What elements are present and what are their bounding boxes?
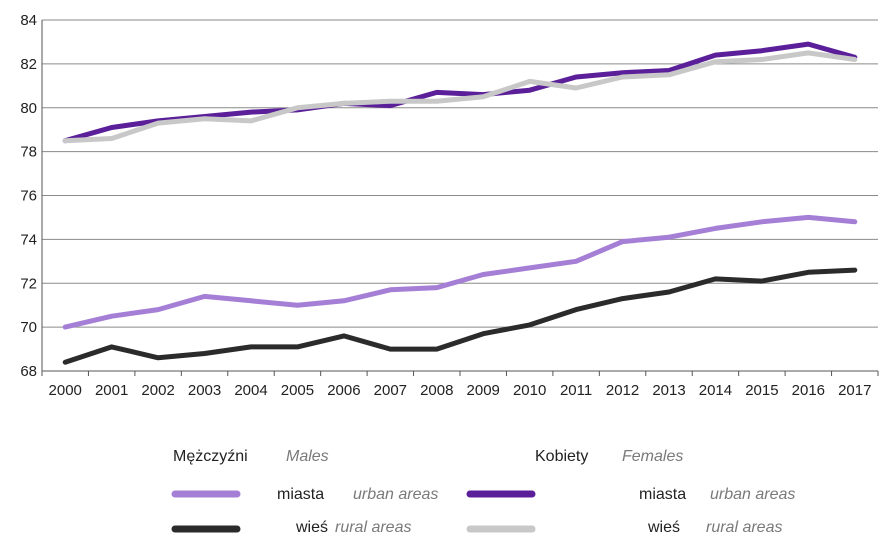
legend-males-rural-label: wieś	[295, 519, 328, 536]
x-tick-label: 2002	[141, 382, 174, 399]
legend-females-sub: Females	[622, 448, 683, 465]
x-tick-label: 2017	[838, 382, 871, 399]
x-tick-label: 2016	[792, 382, 825, 399]
legend-males-urban-sub: urban areas	[353, 486, 438, 503]
legend-males-label: Mężczyźni	[173, 448, 248, 465]
y-tick-label: 76	[20, 188, 37, 205]
y-tick-label: 74	[20, 231, 37, 248]
series-lines	[62, 41, 858, 365]
x-tick-label: 2011	[560, 382, 592, 399]
y-tick-label: 78	[20, 144, 37, 161]
x-tick-label: 2009	[467, 382, 500, 399]
legend-females-rural-label: wieś	[647, 519, 680, 536]
x-tick-label: 2007	[374, 382, 407, 399]
x-tick-label: 2015	[745, 382, 778, 399]
x-tick-label: 2003	[188, 382, 221, 399]
x-tick-label: 2001	[95, 382, 128, 399]
legend-females-rural-sub: rural areas	[706, 519, 782, 536]
legend-females-urban-sub: urban areas	[710, 486, 795, 503]
x-tick-label: 2012	[606, 382, 639, 399]
x-tick-label: 2008	[420, 382, 453, 399]
legend-females-urban-label: miasta	[639, 486, 686, 503]
axes	[41, 20, 879, 376]
x-tick-labels: 2000 2001 2002 2003 2004 2005 2006 2007 2008 2009…	[49, 382, 872, 399]
series-line-2	[62, 214, 858, 330]
series-line-1	[62, 50, 858, 144]
series-line-3	[62, 267, 858, 365]
x-tick-label: 2005	[281, 382, 314, 399]
y-tick-label: 70	[20, 319, 37, 336]
y-tick-label: 80	[20, 100, 37, 117]
y-tick-label: 72	[20, 275, 37, 292]
x-tick-label: 2006	[327, 382, 360, 399]
legend-males-urban-label: miasta	[277, 486, 324, 503]
y-tick-label: 84	[20, 12, 37, 29]
x-tick-label: 2004	[234, 382, 267, 399]
y-tick-labels: 68 70 72 74 76 78 80 82 84	[20, 12, 37, 380]
legend-females-label: Kobiety	[535, 448, 588, 465]
x-tick-label: 2010	[513, 382, 546, 399]
x-tick-label: 2014	[699, 382, 732, 399]
y-tick-label: 82	[20, 56, 37, 73]
y-tick-label: 68	[20, 363, 37, 380]
x-tick-label: 2013	[652, 382, 685, 399]
legend-males-rural-sub: rural areas	[335, 519, 411, 536]
x-tick-label: 2000	[49, 382, 82, 399]
legend: Mężczyźni Males Kobiety Females miasta u…	[171, 448, 795, 536]
grid-lines	[42, 19, 878, 328]
legend-males-sub: Males	[286, 448, 329, 465]
